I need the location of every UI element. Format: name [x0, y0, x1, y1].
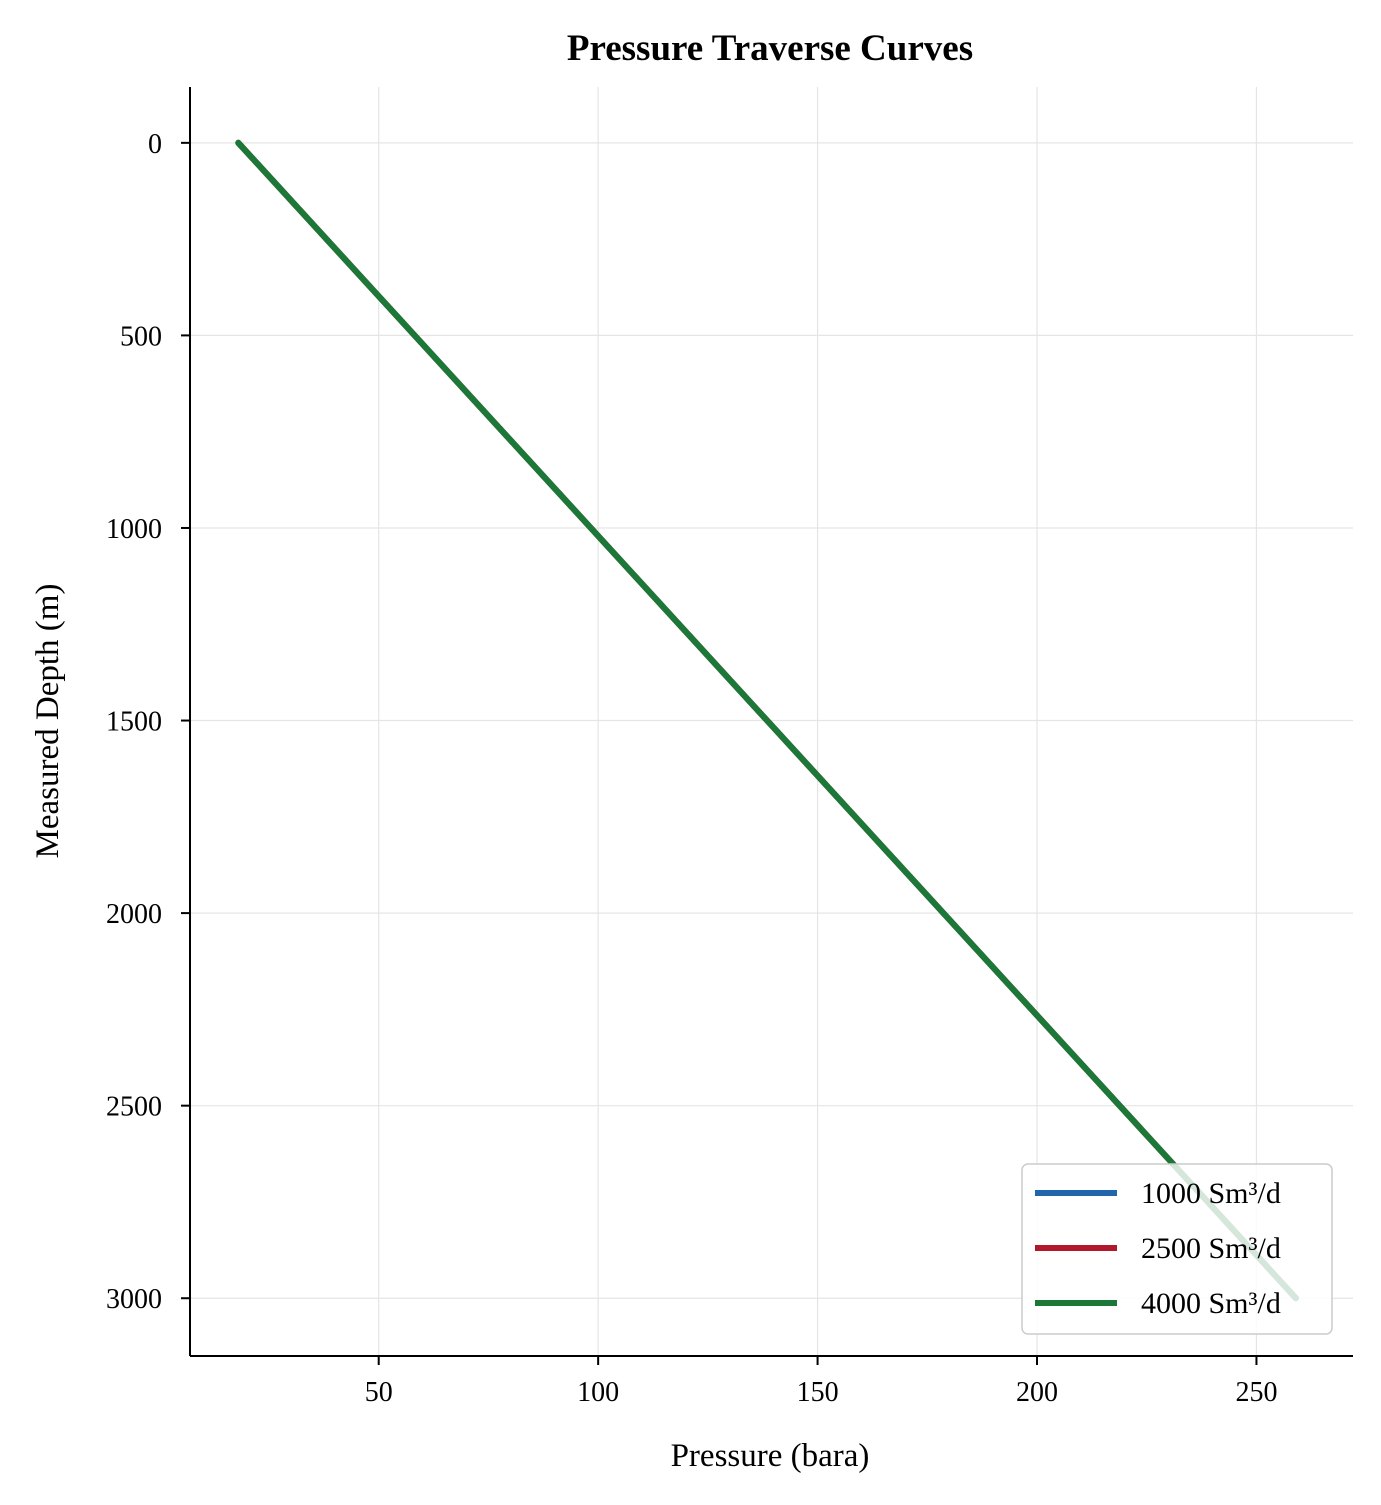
- x-tick-label: 50: [365, 1377, 393, 1408]
- y-tick-label: 1500: [106, 707, 162, 738]
- legend: 1000 Sm³/d 2500 Sm³/d 4000 Sm³/d: [1021, 1163, 1333, 1335]
- y-ticks: 0 500 1000 1500 2000 2500 3000: [106, 129, 190, 1315]
- series-layer: [235, 139, 1299, 1302]
- y-tick-label: 2500: [106, 1092, 162, 1123]
- y-axis-label: Measured Depth (m): [30, 584, 66, 859]
- chart-title: Pressure Traverse Curves: [567, 28, 973, 69]
- x-axis-label: Pressure (bara): [671, 1438, 870, 1474]
- x-tick-label: 100: [577, 1377, 619, 1408]
- y-tick-label: 0: [148, 129, 162, 160]
- x-tick-label: 200: [1016, 1377, 1058, 1408]
- grid: [190, 87, 1353, 1356]
- y-tick-label: 2000: [106, 899, 162, 930]
- y-tick-label: 500: [120, 321, 162, 352]
- y-tick-label: 3000: [106, 1284, 162, 1315]
- legend-label-2: 2500 Sm³/d: [1141, 1232, 1281, 1265]
- series-line-3: [235, 139, 1299, 1302]
- x-tick-label: 250: [1235, 1377, 1277, 1408]
- x-tick-label: 150: [797, 1377, 839, 1408]
- legend-label-3: 4000 Sm³/d: [1141, 1287, 1281, 1320]
- legend-label-1: 1000 Sm³/d: [1141, 1177, 1281, 1210]
- y-tick-label: 1000: [106, 514, 162, 545]
- legend-box: [1021, 1163, 1333, 1335]
- x-ticks: 50 100 150 200 250: [365, 1356, 1277, 1408]
